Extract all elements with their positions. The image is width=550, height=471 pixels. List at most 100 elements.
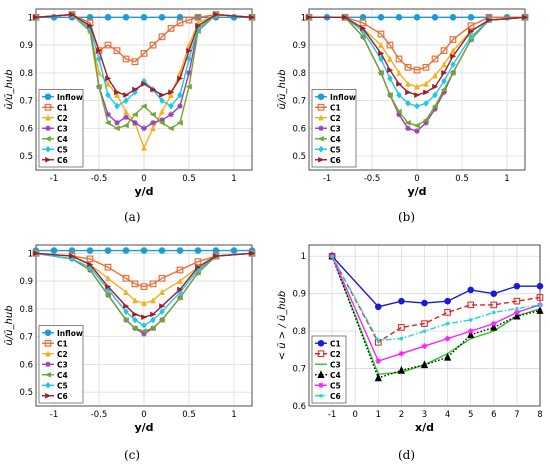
data-point	[414, 128, 420, 134]
data-point	[33, 250, 40, 257]
x-tick-label: 0	[414, 174, 419, 184]
chart-panel-d: -1 0 1 2 3 4 5 6 7 8 0.6 0.7 0.8 0.9 1 x/d < ū > / ū_hub…	[277, 244, 544, 434]
x-tick-label: -0.5	[91, 174, 108, 184]
legend-marker	[45, 381, 51, 389]
series-c5	[306, 13, 528, 110]
data-point	[413, 66, 421, 74]
legend-entry: C5	[330, 145, 341, 154]
x-tick-label: -1	[50, 174, 58, 184]
data-point	[87, 261, 94, 268]
data-point	[378, 41, 384, 48]
data-point	[195, 264, 202, 271]
data-point	[249, 14, 256, 21]
data-point	[213, 11, 220, 18]
plot-frame	[35, 244, 253, 407]
data-point	[514, 309, 520, 316]
data-point	[122, 14, 130, 21]
data-point	[396, 81, 403, 87]
legend-marker	[45, 145, 51, 153]
y-tick-label: 0.8	[19, 305, 33, 315]
y-tick-label: 0.9	[292, 41, 306, 51]
data-point	[69, 253, 76, 259]
data-point	[141, 314, 148, 320]
legend-marker	[318, 114, 324, 121]
y-tick-label: 0.7	[19, 97, 33, 107]
data-point	[414, 83, 420, 90]
y-tick-label: 0.5	[292, 152, 306, 162]
legend-entry: Inflow	[57, 329, 83, 338]
data-point	[104, 41, 112, 49]
data-point	[444, 297, 451, 305]
data-point	[159, 108, 165, 115]
data-point	[405, 80, 411, 87]
legend-entry: C6	[330, 156, 341, 165]
data-point	[405, 125, 411, 132]
data-point	[413, 122, 420, 129]
y-tick-label: 1	[28, 249, 33, 259]
data-point	[423, 120, 429, 126]
data-point	[122, 247, 130, 254]
data-point	[123, 92, 130, 98]
data-point	[122, 274, 130, 282]
data-point	[422, 63, 430, 71]
x-tick-label: 0.5	[455, 174, 469, 184]
legend-entry: C5	[57, 381, 68, 390]
data-point	[105, 91, 111, 99]
data-point	[176, 247, 184, 254]
legend-marker	[45, 114, 51, 121]
legend-marker	[44, 135, 51, 142]
data-point	[87, 22, 94, 29]
legend-entry: C1	[330, 339, 341, 348]
data-point	[359, 33, 366, 40]
data-point	[123, 288, 129, 295]
data-point	[168, 102, 174, 110]
data-point	[491, 320, 497, 327]
data-point	[159, 92, 166, 98]
data-point	[140, 14, 148, 21]
data-point	[168, 91, 174, 98]
y-tick-label: 0.9	[19, 277, 33, 287]
data-point	[440, 86, 447, 93]
data-point	[167, 125, 174, 132]
data-point	[387, 74, 393, 82]
data-point	[123, 303, 130, 309]
data-point	[396, 69, 402, 76]
series-c2	[328, 252, 544, 346]
data-point	[167, 25, 175, 32]
data-point	[420, 360, 429, 369]
plot-frame	[308, 8, 526, 171]
data-point	[140, 328, 147, 334]
data-point	[486, 17, 493, 23]
chart-panel-a: -1 -0.5 0 0.5 1 0.5 0.6 0.7 0.8 0.9 1 y/d ū/ū_hub Inf…	[4, 8, 256, 198]
data-point	[149, 111, 156, 118]
data-point	[342, 14, 349, 21]
data-point	[377, 30, 385, 38]
data-point	[131, 325, 138, 332]
data-point	[431, 103, 438, 109]
x-tick-label: 6	[491, 410, 496, 420]
data-point	[122, 317, 129, 323]
data-point	[123, 114, 129, 121]
data-point	[536, 282, 544, 290]
data-point	[149, 41, 157, 49]
data-point	[131, 280, 139, 288]
data-point	[522, 14, 529, 21]
data-point	[468, 28, 475, 35]
series-c5	[329, 253, 543, 364]
x-tick-label: 0	[352, 410, 357, 420]
data-point	[375, 303, 382, 311]
data-point	[158, 274, 166, 282]
legend-entry: C4	[57, 135, 68, 144]
legend-entry: C6	[57, 392, 68, 401]
data-point	[377, 14, 385, 21]
data-point	[176, 266, 184, 274]
data-point	[150, 311, 157, 318]
x-tick-label: -1	[50, 410, 58, 420]
series-c6	[330, 254, 542, 343]
data-point	[330, 254, 334, 259]
data-point	[212, 247, 220, 254]
legend-entry: C5	[330, 381, 341, 390]
legend-entry: Inflow	[57, 93, 83, 102]
